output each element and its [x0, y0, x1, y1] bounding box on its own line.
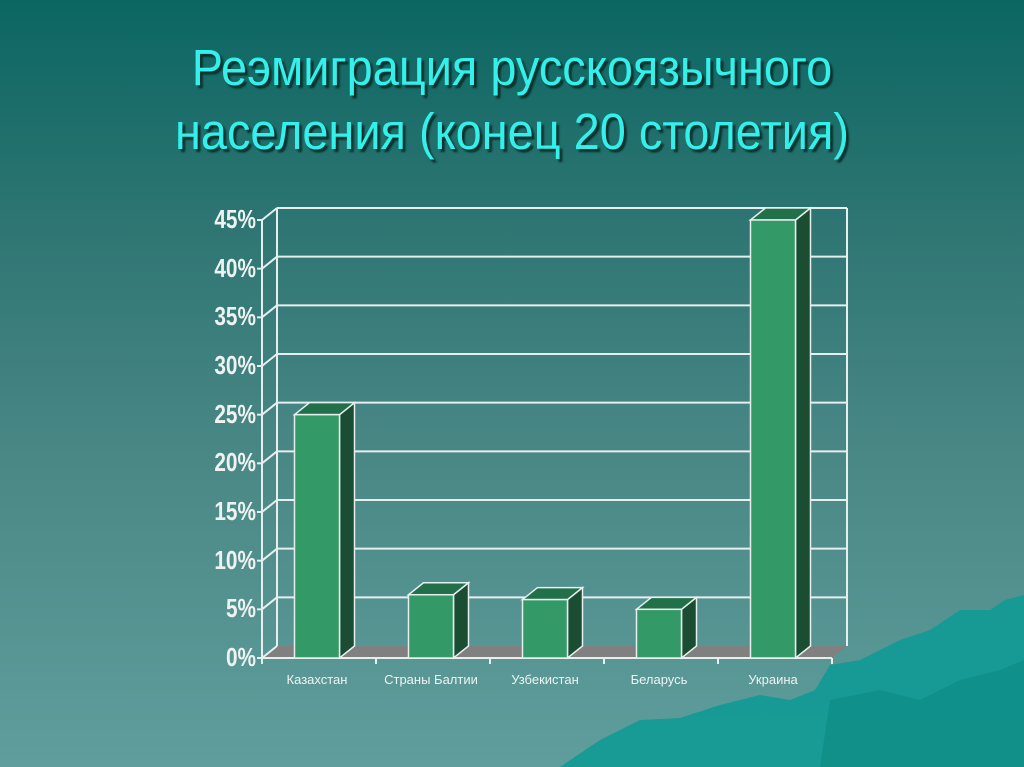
- gridline-diagonal: [261, 353, 278, 367]
- y-tick-label: 20%: [214, 447, 256, 478]
- y-tick-label: 5%: [225, 593, 256, 624]
- gridline-diagonal: [261, 645, 278, 659]
- gridline-diagonal: [261, 401, 278, 416]
- bar-side: [338, 401, 356, 660]
- title-line-1: Реэмиграция русскоязычного: [191, 39, 833, 96]
- gridline-diagonal: [261, 450, 278, 465]
- bar-3: [635, 608, 683, 659]
- y-tick-label: 25%: [214, 398, 256, 429]
- bar-1: [407, 593, 455, 659]
- y-tick-label: 45%: [214, 204, 256, 234]
- y-tick-label: 35%: [214, 301, 256, 332]
- x-category-label: Украина: [748, 672, 798, 687]
- gridline-diagonal: [261, 499, 278, 513]
- bar-4: [749, 219, 797, 659]
- gridline-diagonal: [261, 596, 278, 611]
- y-tick-label: 10%: [214, 544, 256, 575]
- slide-title: Реэмиграция русскоязычного населения (ко…: [41, 36, 983, 164]
- bar-2: [521, 598, 569, 659]
- x-category-label: Казахстан: [286, 672, 348, 687]
- x-category-label: Узбекистан: [511, 672, 579, 687]
- x-category-label: Беларусь: [630, 672, 688, 687]
- y-tick-label: 30%: [214, 350, 256, 380]
- bar-0: [293, 413, 341, 659]
- bar-side: [794, 206, 812, 660]
- bar-side: [452, 581, 470, 660]
- y-tick-label: 40%: [214, 252, 256, 283]
- x-category-label: Страны Балтии: [384, 672, 478, 687]
- gridline-diagonal: [261, 304, 278, 319]
- gridline-diagonal: [261, 547, 278, 562]
- title-line-2: населения (конец 20 столетия): [174, 103, 850, 160]
- y-tick-label: 15%: [214, 496, 256, 526]
- y-tick-label: 0%: [225, 642, 256, 672]
- gridline-diagonal: [261, 207, 278, 221]
- gridline-diagonal: [261, 255, 278, 270]
